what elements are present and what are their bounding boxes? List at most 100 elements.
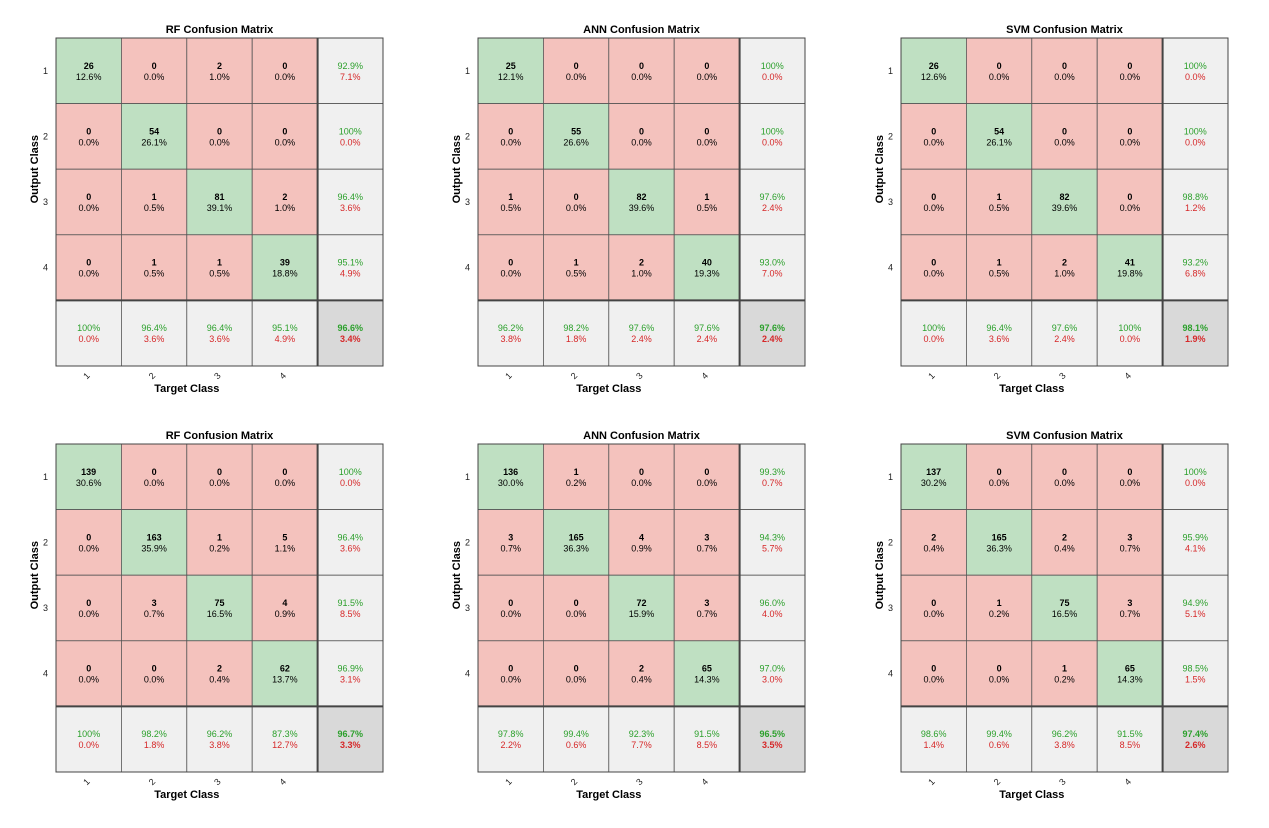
off-diagonal-cell bbox=[1031, 37, 1098, 104]
x-tick-label: 3 bbox=[212, 777, 223, 788]
cell-count: 163 bbox=[147, 532, 162, 542]
panel-title: RF Confusion Matrix bbox=[166, 24, 274, 36]
off-diagonal-cell bbox=[543, 640, 610, 707]
cell-percent: 39.1% bbox=[207, 203, 233, 213]
off-diagonal-cell bbox=[55, 509, 122, 576]
cell-percent: 0.0% bbox=[78, 269, 99, 279]
column-correct-rate: 96.2% bbox=[498, 323, 524, 333]
cell-percent: 0.2% bbox=[1054, 675, 1075, 685]
x-tick-label: 1 bbox=[503, 371, 514, 382]
row-error-rate: 0.7% bbox=[762, 478, 783, 488]
cell-percent: 0.9% bbox=[275, 609, 296, 619]
cell-percent: 1.0% bbox=[631, 269, 652, 279]
confusion-matrix-panel-1: RF Confusion Matrix2612.6%00.0%21.0%00.0… bbox=[29, 24, 384, 395]
row-summary-cell bbox=[1162, 103, 1229, 170]
cell-percent: 0.7% bbox=[1120, 609, 1141, 619]
x-tick-label: 3 bbox=[212, 371, 223, 382]
column-correct-rate: 91.5% bbox=[694, 729, 720, 739]
diagonal-cell bbox=[1096, 234, 1163, 301]
cell-percent: 0.0% bbox=[144, 72, 165, 82]
overall-error-rate: 2.4% bbox=[762, 334, 783, 344]
column-error-rate: 3.6% bbox=[144, 334, 165, 344]
y-tick-label: 1 bbox=[888, 472, 893, 482]
cell-percent: 0.0% bbox=[1054, 137, 1075, 147]
column-error-rate: 3.8% bbox=[1054, 740, 1075, 750]
cell-count: 136 bbox=[503, 467, 518, 477]
x-tick-label: 3 bbox=[1057, 371, 1068, 382]
cell-count: 4 bbox=[282, 598, 287, 608]
y-tick-label: 2 bbox=[888, 537, 893, 547]
column-correct-rate: 97.6% bbox=[629, 323, 655, 333]
cell-count: 0 bbox=[1127, 61, 1132, 71]
cell-count: 0 bbox=[574, 61, 579, 71]
row-error-rate: 0.0% bbox=[762, 72, 783, 82]
row-error-rate: 3.0% bbox=[762, 675, 783, 685]
panel-title: ANN Confusion Matrix bbox=[583, 24, 701, 36]
off-diagonal-cell bbox=[673, 168, 741, 236]
cell-count: 0 bbox=[86, 258, 91, 268]
y-tick-label: 1 bbox=[43, 472, 48, 482]
off-diagonal-cell bbox=[673, 103, 741, 170]
off-diagonal-cell bbox=[477, 574, 544, 642]
y-tick-label: 4 bbox=[888, 669, 893, 679]
x-axis-label: Target Class bbox=[154, 789, 219, 801]
off-diagonal-cell bbox=[1096, 168, 1163, 236]
cell-percent: 0.0% bbox=[631, 72, 652, 82]
x-tick-label: 2 bbox=[569, 371, 580, 382]
panel-title: SVM Confusion Matrix bbox=[1006, 430, 1124, 442]
x-axis-label: Target Class bbox=[999, 789, 1064, 801]
cell-percent: 0.0% bbox=[500, 609, 521, 619]
cell-count: 54 bbox=[994, 126, 1004, 136]
column-summary-cell bbox=[608, 299, 675, 367]
cell-count: 0 bbox=[1127, 467, 1132, 477]
cell-percent: 18.8% bbox=[272, 269, 298, 279]
row-correct-rate: 92.9% bbox=[338, 61, 364, 71]
off-diagonal-cell bbox=[673, 443, 741, 510]
off-diagonal-cell bbox=[966, 37, 1033, 104]
cell-percent: 0.0% bbox=[566, 203, 587, 213]
y-tick-label: 4 bbox=[43, 669, 48, 679]
cell-count: 1 bbox=[1062, 664, 1067, 674]
cell-percent: 0.7% bbox=[500, 543, 521, 553]
off-diagonal-cell bbox=[1096, 574, 1163, 642]
cell-percent: 0.0% bbox=[144, 478, 165, 488]
cell-count: 0 bbox=[931, 598, 936, 608]
column-correct-rate: 96.2% bbox=[1052, 729, 1078, 739]
cell-percent: 13.7% bbox=[272, 675, 298, 685]
row-summary-cell bbox=[1162, 37, 1229, 104]
column-error-rate: 3.6% bbox=[209, 334, 230, 344]
cell-count: 0 bbox=[997, 467, 1002, 477]
cell-percent: 14.3% bbox=[1117, 675, 1143, 685]
row-summary-cell bbox=[317, 443, 384, 510]
y-axis-label: Output Class bbox=[874, 541, 886, 609]
overall-error-rate: 3.3% bbox=[340, 740, 361, 750]
cell-percent: 0.5% bbox=[566, 269, 587, 279]
row-summary-cell bbox=[317, 574, 384, 642]
row-correct-rate: 99.3% bbox=[760, 467, 786, 477]
column-error-rate: 1.8% bbox=[144, 740, 165, 750]
column-error-rate: 0.6% bbox=[566, 740, 587, 750]
x-tick-label: 2 bbox=[569, 777, 580, 788]
cell-count: 65 bbox=[1125, 664, 1135, 674]
column-correct-rate: 100% bbox=[77, 323, 100, 333]
row-error-rate: 2.4% bbox=[762, 203, 783, 213]
row-summary-cell bbox=[317, 103, 384, 170]
off-diagonal-cell bbox=[477, 168, 544, 236]
column-correct-rate: 99.4% bbox=[563, 729, 589, 739]
cell-count: 25 bbox=[506, 61, 516, 71]
y-tick-label: 4 bbox=[888, 263, 893, 273]
y-tick-label: 3 bbox=[43, 603, 48, 613]
column-correct-rate: 98.2% bbox=[563, 323, 589, 333]
x-tick-label: 1 bbox=[926, 371, 937, 382]
overall-correct-rate: 98.1% bbox=[1183, 323, 1209, 333]
cell-count: 0 bbox=[282, 61, 287, 71]
cell-percent: 0.5% bbox=[209, 269, 230, 279]
row-error-rate: 3.1% bbox=[340, 675, 361, 685]
off-diagonal-cell bbox=[186, 443, 253, 510]
off-diagonal-cell bbox=[608, 640, 675, 707]
x-axis-label: Target Class bbox=[576, 383, 641, 395]
cell-percent: 26.6% bbox=[563, 137, 589, 147]
x-tick-label: 4 bbox=[699, 777, 710, 788]
cell-count: 0 bbox=[639, 126, 644, 136]
off-diagonal-cell bbox=[1096, 509, 1163, 576]
